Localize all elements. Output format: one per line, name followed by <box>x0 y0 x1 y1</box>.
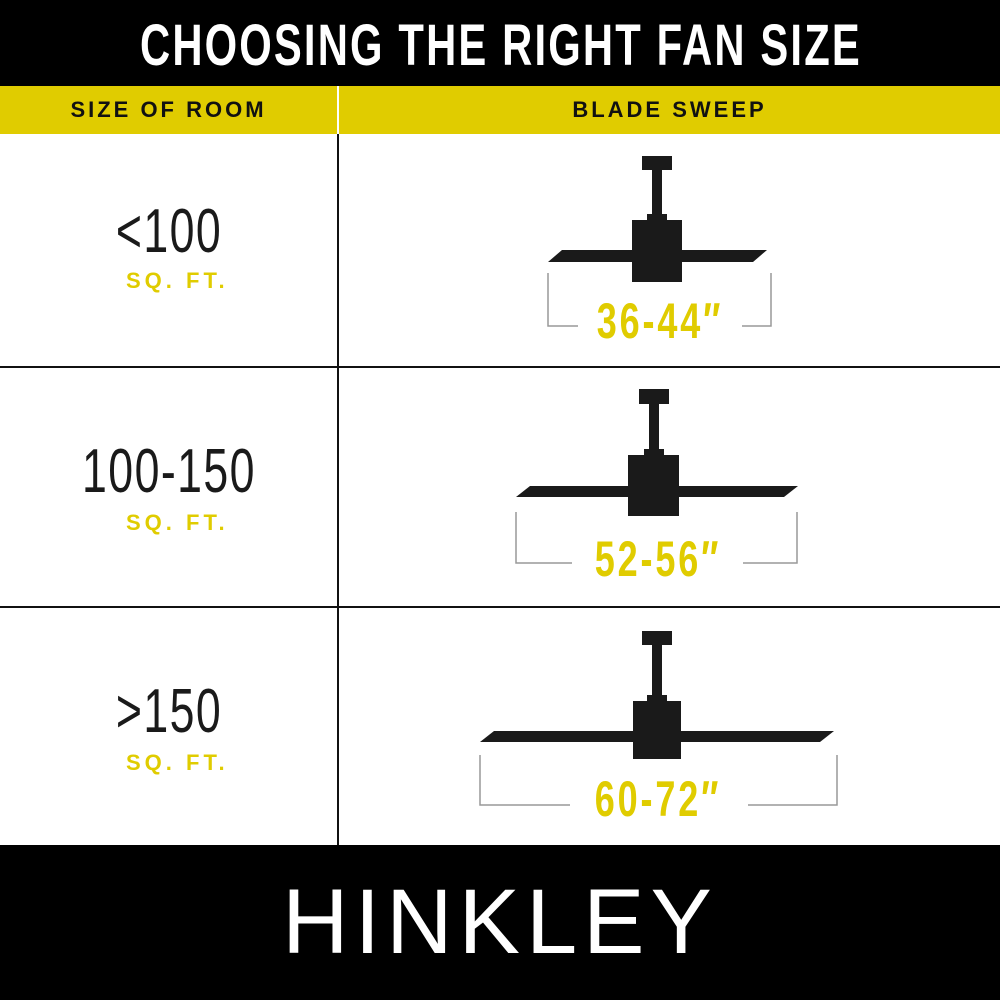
blade-sweep-value: 60-72″ <box>594 771 722 827</box>
header-blade-sweep: BLADE SWEEP <box>572 97 767 122</box>
footer <box>0 845 1000 1000</box>
fan-icon-small <box>548 156 767 282</box>
table-header: SIZE OF ROOM BLADE SWEEP <box>0 86 1000 134</box>
column-divider <box>337 134 339 845</box>
room-size-unit: SQ. FT. <box>126 510 229 535</box>
fan-icon-large <box>480 631 834 759</box>
row-divider <box>0 366 1000 368</box>
header-divider <box>337 86 339 134</box>
blade-sweep-value: 36-44″ <box>596 293 724 349</box>
blade-sweep-value: 52-56″ <box>594 531 722 587</box>
brand-logo: HINKLEY <box>282 871 718 973</box>
row-divider <box>0 606 1000 608</box>
room-size-value: 100-150 <box>82 437 256 506</box>
sweep-bracket <box>479 755 838 806</box>
title-bar <box>0 0 1000 86</box>
page-title: CHOOSING THE RIGHT FAN SIZE <box>140 13 862 78</box>
room-size-unit: SQ. FT. <box>126 750 229 775</box>
room-size-value: >150 <box>115 677 223 746</box>
room-size-unit: SQ. FT. <box>126 268 229 293</box>
sweep-bracket <box>547 273 772 327</box>
fan-icon-medium <box>516 389 798 516</box>
room-size-value: <100 <box>115 197 223 266</box>
header-size-of-room: SIZE OF ROOM <box>70 97 267 122</box>
sweep-bracket <box>515 512 798 564</box>
